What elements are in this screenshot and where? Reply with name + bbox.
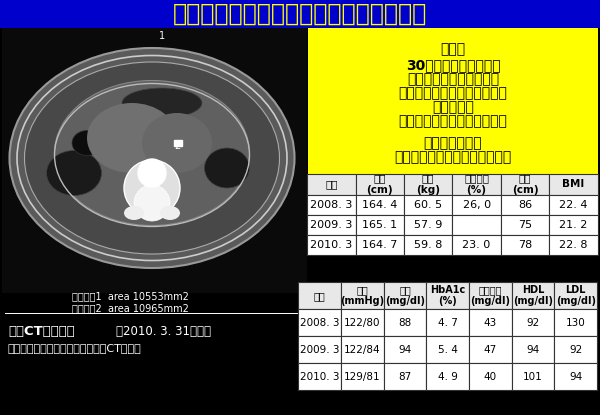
Ellipse shape: [55, 81, 250, 225]
Circle shape: [134, 185, 170, 221]
Ellipse shape: [205, 148, 250, 188]
Text: （2010. 3. 31検査）: （2010. 3. 31検査）: [116, 325, 211, 338]
Ellipse shape: [72, 130, 102, 156]
Text: 1: 1: [159, 31, 165, 41]
Text: 30回以上の咀嚼による: 30回以上の咀嚼による: [406, 58, 500, 72]
Bar: [2, 28, 307, 293]
Ellipse shape: [122, 88, 202, 118]
Ellipse shape: [10, 48, 295, 268]
Text: 内臓脂肪2  area 10965mm2: 内臓脂肪2 area 10965mm2: [71, 303, 188, 313]
Ellipse shape: [87, 103, 177, 173]
Text: 呼吸法開始早期から認められる: 呼吸法開始早期から認められる: [394, 150, 512, 164]
Text: （残念ながら呼吸法開始前の腹部CTなし）: （残念ながら呼吸法開始前の腹部CTなし）: [8, 343, 142, 353]
Ellipse shape: [25, 62, 280, 254]
Text: 上肢・下肢・背筋・腹筋群の: 上肢・下肢・背筋・腹筋群の: [398, 86, 508, 100]
Ellipse shape: [47, 151, 101, 195]
Bar: [174, 140, 182, 146]
Text: 2: 2: [174, 141, 180, 151]
Ellipse shape: [124, 206, 144, 220]
Circle shape: [124, 160, 180, 216]
Text: 皮下脂肪1  area 10553mm2: 皮下脂肪1 area 10553mm2: [71, 291, 188, 301]
Circle shape: [138, 159, 166, 187]
Ellipse shape: [142, 113, 212, 173]
Ellipse shape: [160, 206, 180, 220]
Bar: [308, 28, 598, 223]
Text: 呼吸法: 呼吸法: [440, 42, 466, 56]
Text: 夕食の腹七～八分の実践: 夕食の腹七～八分の実践: [407, 72, 499, 86]
Text: 呼吸法による脂肪減少は、皮下脂肪優位: 呼吸法による脂肪減少は、皮下脂肪優位: [173, 2, 427, 26]
Text: 皮下脂肪減少は: 皮下脂肪減少は: [424, 136, 482, 150]
Text: １ヶ月後にはウェストは減少: １ヶ月後にはウェストは減少: [398, 114, 508, 128]
Text: 腹部CTスキャン: 腹部CTスキャン: [8, 325, 75, 338]
Text: 顕著な肥大: 顕著な肥大: [432, 100, 474, 114]
Bar: [0, 0, 600, 28]
Text: 健診結果の推移: 健診結果の推移: [425, 222, 481, 234]
